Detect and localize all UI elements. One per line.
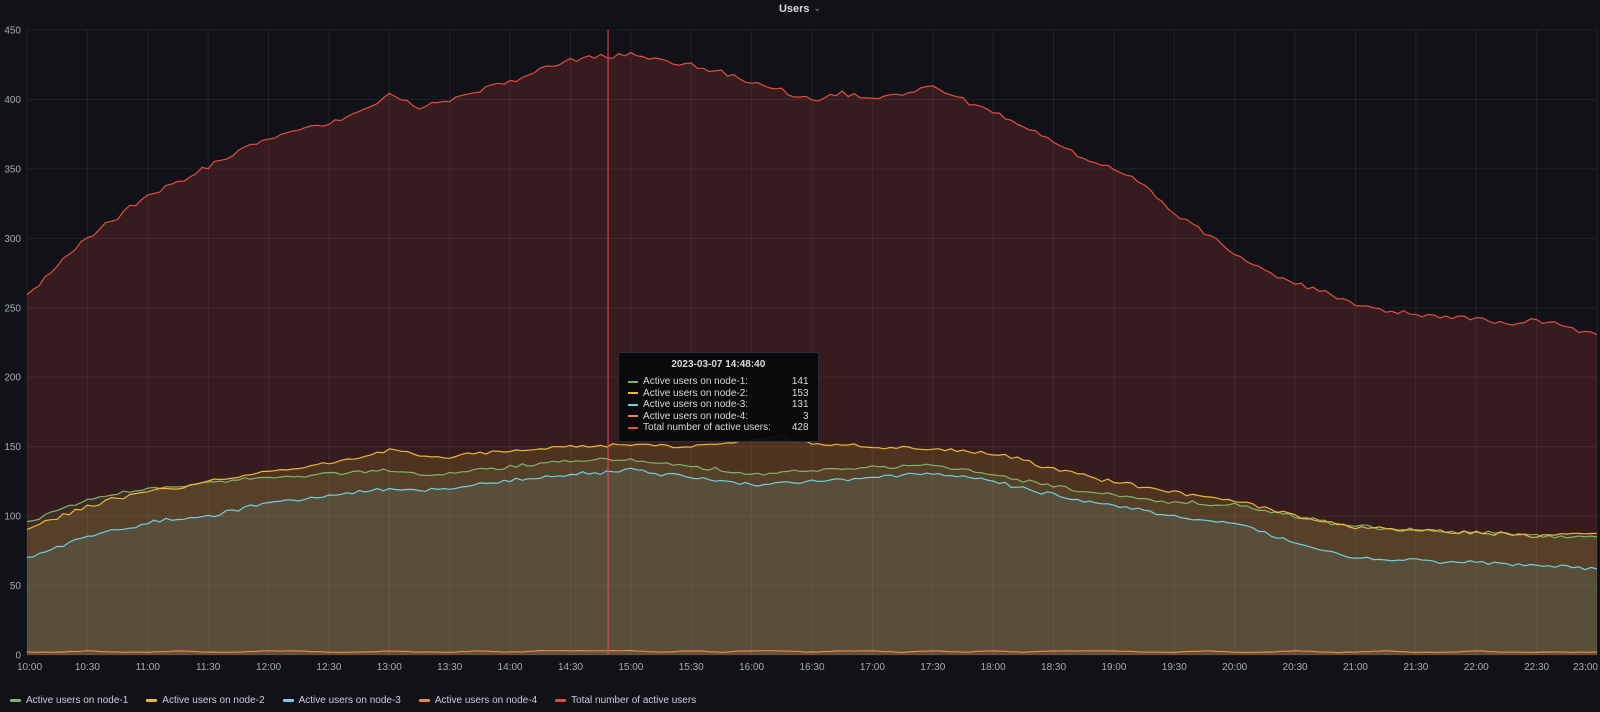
x-axis-label: 10:30 [75,662,100,673]
x-axis-label: 18:00 [981,662,1006,673]
x-axis-label: 22:30 [1524,662,1549,673]
legend-swatch-icon [10,699,21,702]
legend-label: Total number of active users [571,695,697,706]
tooltip-row: Active users on node-3: 131 [628,399,809,411]
legend-swatch-icon [418,699,430,702]
tooltip-series-value: 131 [791,399,809,410]
x-axis-label: 11:00 [136,662,161,673]
series-line-active-users-on-node-3 [26,467,1598,571]
gridlines [26,29,1598,656]
legend-label: Active users on node-2 [162,695,265,706]
tooltip-row: Total number of active users: 428 [628,422,809,434]
y-axis-label: 100 [4,512,21,523]
panel-header[interactable]: Users ⌄ [0,0,1600,18]
series-line-active-users-on-node-4 [26,649,1598,654]
tooltip: 2023-03-07 14:48:40 Active users on node… [618,352,819,442]
x-axis-label: 21:30 [1403,662,1428,673]
x-axis-label: 16:00 [739,662,764,673]
tooltip-series-value: 153 [791,387,809,399]
x-axis-label: 19:30 [1162,662,1187,673]
x-axis-label: 23:00 [1573,662,1598,673]
x-axis-label: 17:30 [920,662,945,673]
y-axis-label: 50 [10,581,22,592]
series-area-active-users-on-node-2 [27,434,1597,655]
tooltip-series-label: Active users on node-1: [643,376,749,387]
y-axis-label: 300 [4,234,21,245]
tooltip-rows: Active users on node-1: 141 Active users o… [628,376,809,434]
y-axis-label: 450 [4,26,21,37]
tooltip-series-label: Active users on node-3: [643,399,749,410]
chart-area[interactable]: 0 50 100 150 200 250 300 350 400 450 10:00 10:30 11:… [0,18,1600,694]
y-axis-label: 400 [4,95,21,106]
tooltip-row: Active users on node-1: 141 [628,376,809,388]
x-axis-label: 13:30 [437,662,462,673]
x-axis-label: 10:00 [17,662,42,673]
legend-item-total-number-of-active-users[interactable]: Total number of active users [555,695,696,706]
legend-item-active-users-on-node-3[interactable]: Active users on node-3 [282,695,401,706]
tooltip-series-value: 3 [803,410,809,422]
y-axis-label: 200 [4,373,21,384]
tooltip-row: Active users on node-4: 3 [628,411,809,423]
tooltip-series-label: Active users on node-4: [643,410,749,422]
x-axis-label: 14:30 [558,662,583,673]
x-axis-label: 19:00 [1101,662,1126,673]
x-axis-label: 21:00 [1343,662,1368,673]
legend-label: Active users on node-1 [26,695,129,706]
x-axis-label: 16:30 [799,662,824,673]
tooltip-timestamp: 2023-03-07 14:48:40 [671,359,766,370]
y-axis-label: 150 [4,442,21,453]
series-area-active-users-on-node-3 [27,468,1597,655]
series-color-swatch-icon [628,415,639,418]
tooltip-series-value: 141 [791,376,809,387]
panel-title: Users [778,3,810,15]
series-color-swatch-icon [628,380,639,383]
series-area-active-users-on-node-4 [27,650,1597,655]
legend-item-active-users-on-node-1[interactable]: Active users on node-1 [10,695,128,706]
legend-swatch-icon [282,699,294,702]
x-axis-label: 22:00 [1464,662,1489,673]
legend-item-active-users-on-node-2[interactable]: Active users on node-2 [146,695,265,706]
series-area-active-users-on-node-1 [27,458,1597,655]
tooltip-series-value: 428 [791,422,809,433]
x-axis-label: 12:00 [256,662,281,673]
legend: Active users on node-1 Active users on no… [10,695,696,706]
legend-item-active-users-on-node-4[interactable]: Active users on node-4 [418,695,538,706]
x-axis-label: 15:30 [679,662,704,673]
x-axis-label: 13:00 [377,662,402,673]
tooltip-row: Active users on node-2: 153 [628,388,809,400]
series-color-swatch-icon [628,403,639,406]
y-axis-label: 250 [4,303,21,314]
x-axis-label: 17:00 [860,662,885,673]
series-color-swatch-icon [628,426,639,429]
y-axis-label: 350 [4,164,21,175]
legend-label: Active users on node-4 [434,695,538,706]
tooltip-series-label: Active users on node-2: [643,387,749,399]
legend-label: Active users on node-3 [298,695,401,706]
x-axis-label: 20:30 [1283,662,1308,673]
tooltip-series-label: Total number of active users: [643,422,771,433]
series-lines [26,51,1598,654]
axis-labels: 0 50 100 150 200 250 300 350 400 450 10:00 10:30 11:… [4,26,1598,674]
chevron-down-icon: ⌄ [813,2,822,13]
x-axis-label: 20:00 [1222,662,1247,673]
legend-swatch-icon [555,699,567,702]
series-color-swatch-icon [628,392,639,395]
x-axis-label: 12:30 [316,662,341,673]
x-axis-label: 15:00 [618,662,643,673]
x-axis-label: 18:30 [1041,662,1066,673]
series-line-active-users-on-node-2 [26,434,1598,538]
y-axis-label: 0 [15,651,21,662]
x-axis-label: 14:00 [498,662,523,673]
legend-swatch-icon [146,699,158,702]
x-axis-label: 11:30 [196,662,221,673]
series-line-total-number-of-active-users [26,51,1598,336]
